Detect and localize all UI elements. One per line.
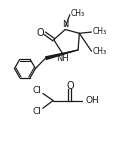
Polygon shape: [45, 49, 78, 60]
Text: CH₃: CH₃: [93, 47, 107, 56]
Text: NH: NH: [56, 54, 68, 63]
Text: N: N: [62, 20, 69, 29]
Text: O: O: [36, 28, 44, 38]
Text: Cl: Cl: [33, 86, 42, 95]
Text: Cl: Cl: [33, 107, 42, 115]
Text: CH₃: CH₃: [93, 27, 107, 36]
Text: O: O: [66, 81, 74, 91]
Text: CH₃: CH₃: [70, 9, 84, 18]
Text: OH: OH: [85, 96, 99, 105]
